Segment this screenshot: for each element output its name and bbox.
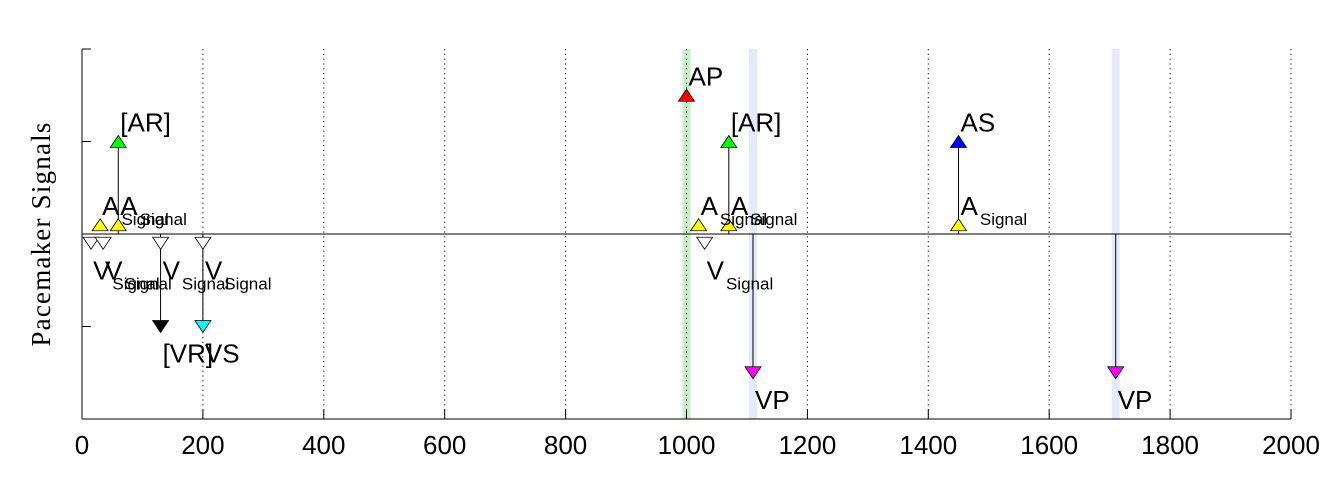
event-marker <box>94 236 112 250</box>
event-label-subscript: Signal <box>112 274 159 293</box>
grid-lines <box>202 49 1292 419</box>
event-label: [AR] <box>120 108 171 138</box>
event-marker <box>109 218 128 232</box>
event-marker <box>109 134 128 148</box>
event-label: [VR] <box>163 339 214 369</box>
event-marker <box>91 218 109 232</box>
event-label: [AR] <box>731 108 782 138</box>
event-marker <box>194 236 212 250</box>
event-label-subscript: Signal <box>750 210 797 229</box>
event-marker <box>689 218 708 232</box>
event-label: A Signal <box>961 191 1028 229</box>
event-marker <box>151 236 170 250</box>
x-tick-label: 1200 <box>778 430 836 460</box>
event-label-subscript: Signal <box>224 274 271 293</box>
event-label-subscript: Signal <box>182 274 229 293</box>
event-label-subscript: Signal <box>125 274 172 293</box>
x-tick-label: 1600 <box>1020 430 1078 460</box>
event-label: AS <box>961 108 996 138</box>
event-label: VP <box>1118 385 1153 415</box>
x-tick-label: 200 <box>181 430 224 460</box>
event-marker <box>949 134 968 148</box>
x-tick-label: 1800 <box>1141 430 1199 460</box>
event-marker <box>151 320 170 334</box>
event-marker <box>720 218 738 232</box>
x-tick-label: 0 <box>75 430 89 460</box>
x-tick-label: 1000 <box>658 430 716 460</box>
event-marker <box>677 88 696 102</box>
event-label: VS <box>205 339 240 369</box>
x-tick-label: 800 <box>544 430 587 460</box>
event-marker <box>949 218 968 232</box>
event-markers <box>82 88 1125 380</box>
event-marker <box>695 236 714 250</box>
event-stems <box>117 141 1117 373</box>
event-label: VP <box>755 385 790 415</box>
event-marker <box>194 320 212 334</box>
event-label-subscript: Signal <box>720 210 767 229</box>
event-label-subscript: Signal <box>121 210 168 229</box>
x-tick-label: 2000 <box>1262 430 1320 460</box>
event-marker <box>1106 366 1125 380</box>
event-marker <box>82 236 100 250</box>
event-label: AP <box>689 61 724 91</box>
event-marker <box>720 134 738 148</box>
x-tick-labels: 0 200 400 600 800 1000 1200 1400 1600 1800 2000 <box>75 430 1320 460</box>
event-label-subscript: Signal <box>980 210 1027 229</box>
x-tick-label: 1400 <box>899 430 957 460</box>
axes <box>81 48 1292 420</box>
event-marker <box>744 366 762 380</box>
x-tick-label: 400 <box>302 430 345 460</box>
event-label-subscript: Signal <box>726 274 773 293</box>
x-tick-label: 600 <box>423 430 466 460</box>
event-label: V Signal <box>707 255 774 293</box>
y-axis-label: Pacemaker Signals <box>26 121 56 346</box>
event-label-subscript: Signal <box>140 210 187 229</box>
